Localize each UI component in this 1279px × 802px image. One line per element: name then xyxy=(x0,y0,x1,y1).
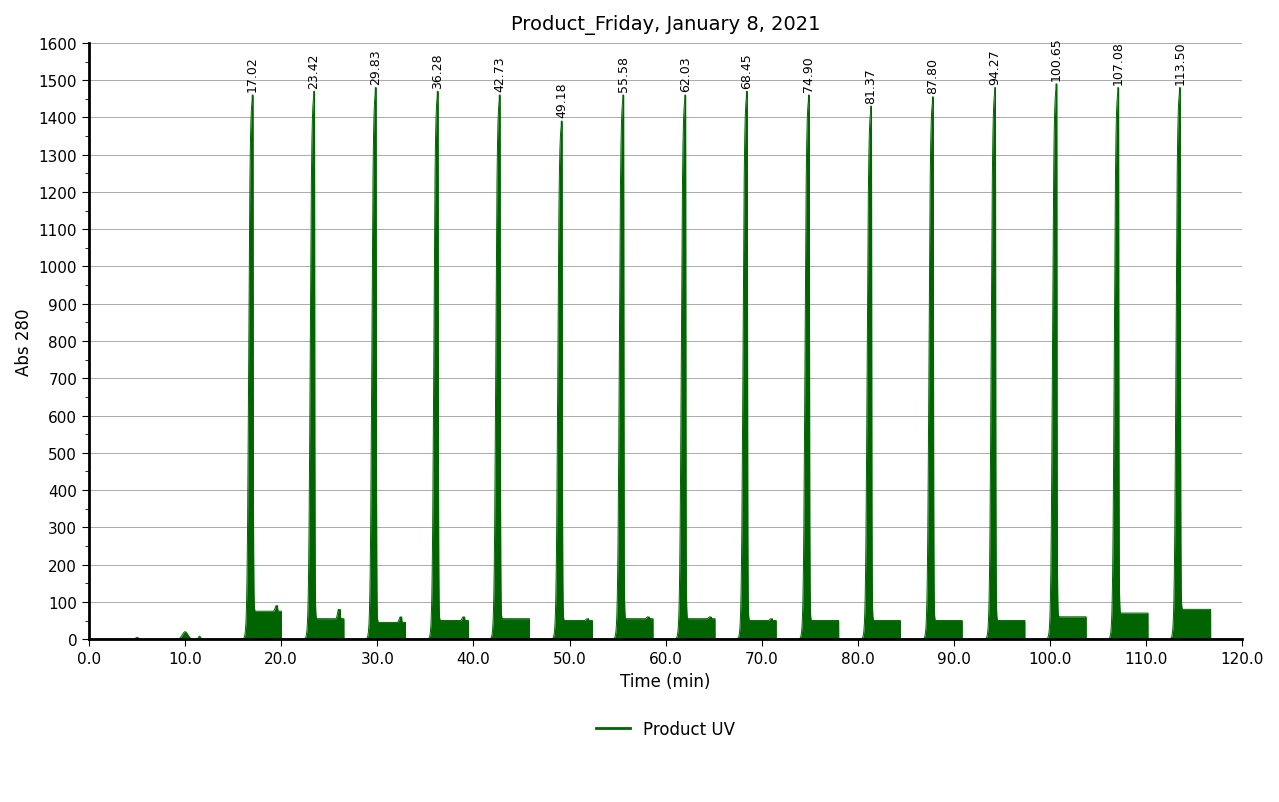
Text: 100.65: 100.65 xyxy=(1050,38,1063,81)
Text: 36.28: 36.28 xyxy=(431,53,444,88)
X-axis label: Time (min): Time (min) xyxy=(620,672,711,690)
Text: 62.03: 62.03 xyxy=(679,57,692,92)
Text: 55.58: 55.58 xyxy=(616,56,629,92)
Text: 113.50: 113.50 xyxy=(1173,41,1187,85)
Y-axis label: Abs 280: Abs 280 xyxy=(15,308,33,375)
Text: 94.27: 94.27 xyxy=(989,49,1001,85)
Text: 87.80: 87.80 xyxy=(926,58,939,94)
Text: 107.08: 107.08 xyxy=(1111,41,1124,85)
Text: 42.73: 42.73 xyxy=(494,57,506,92)
Legend: Product UV: Product UV xyxy=(590,713,742,744)
Text: 81.37: 81.37 xyxy=(865,67,877,103)
Text: 74.90: 74.90 xyxy=(802,56,815,92)
Title: Product_Friday, January 8, 2021: Product_Friday, January 8, 2021 xyxy=(510,15,820,35)
Text: 68.45: 68.45 xyxy=(741,53,753,88)
Text: 29.83: 29.83 xyxy=(370,49,382,85)
Text: 23.42: 23.42 xyxy=(307,53,321,88)
Text: 17.02: 17.02 xyxy=(246,56,260,92)
Text: 49.18: 49.18 xyxy=(555,83,568,118)
